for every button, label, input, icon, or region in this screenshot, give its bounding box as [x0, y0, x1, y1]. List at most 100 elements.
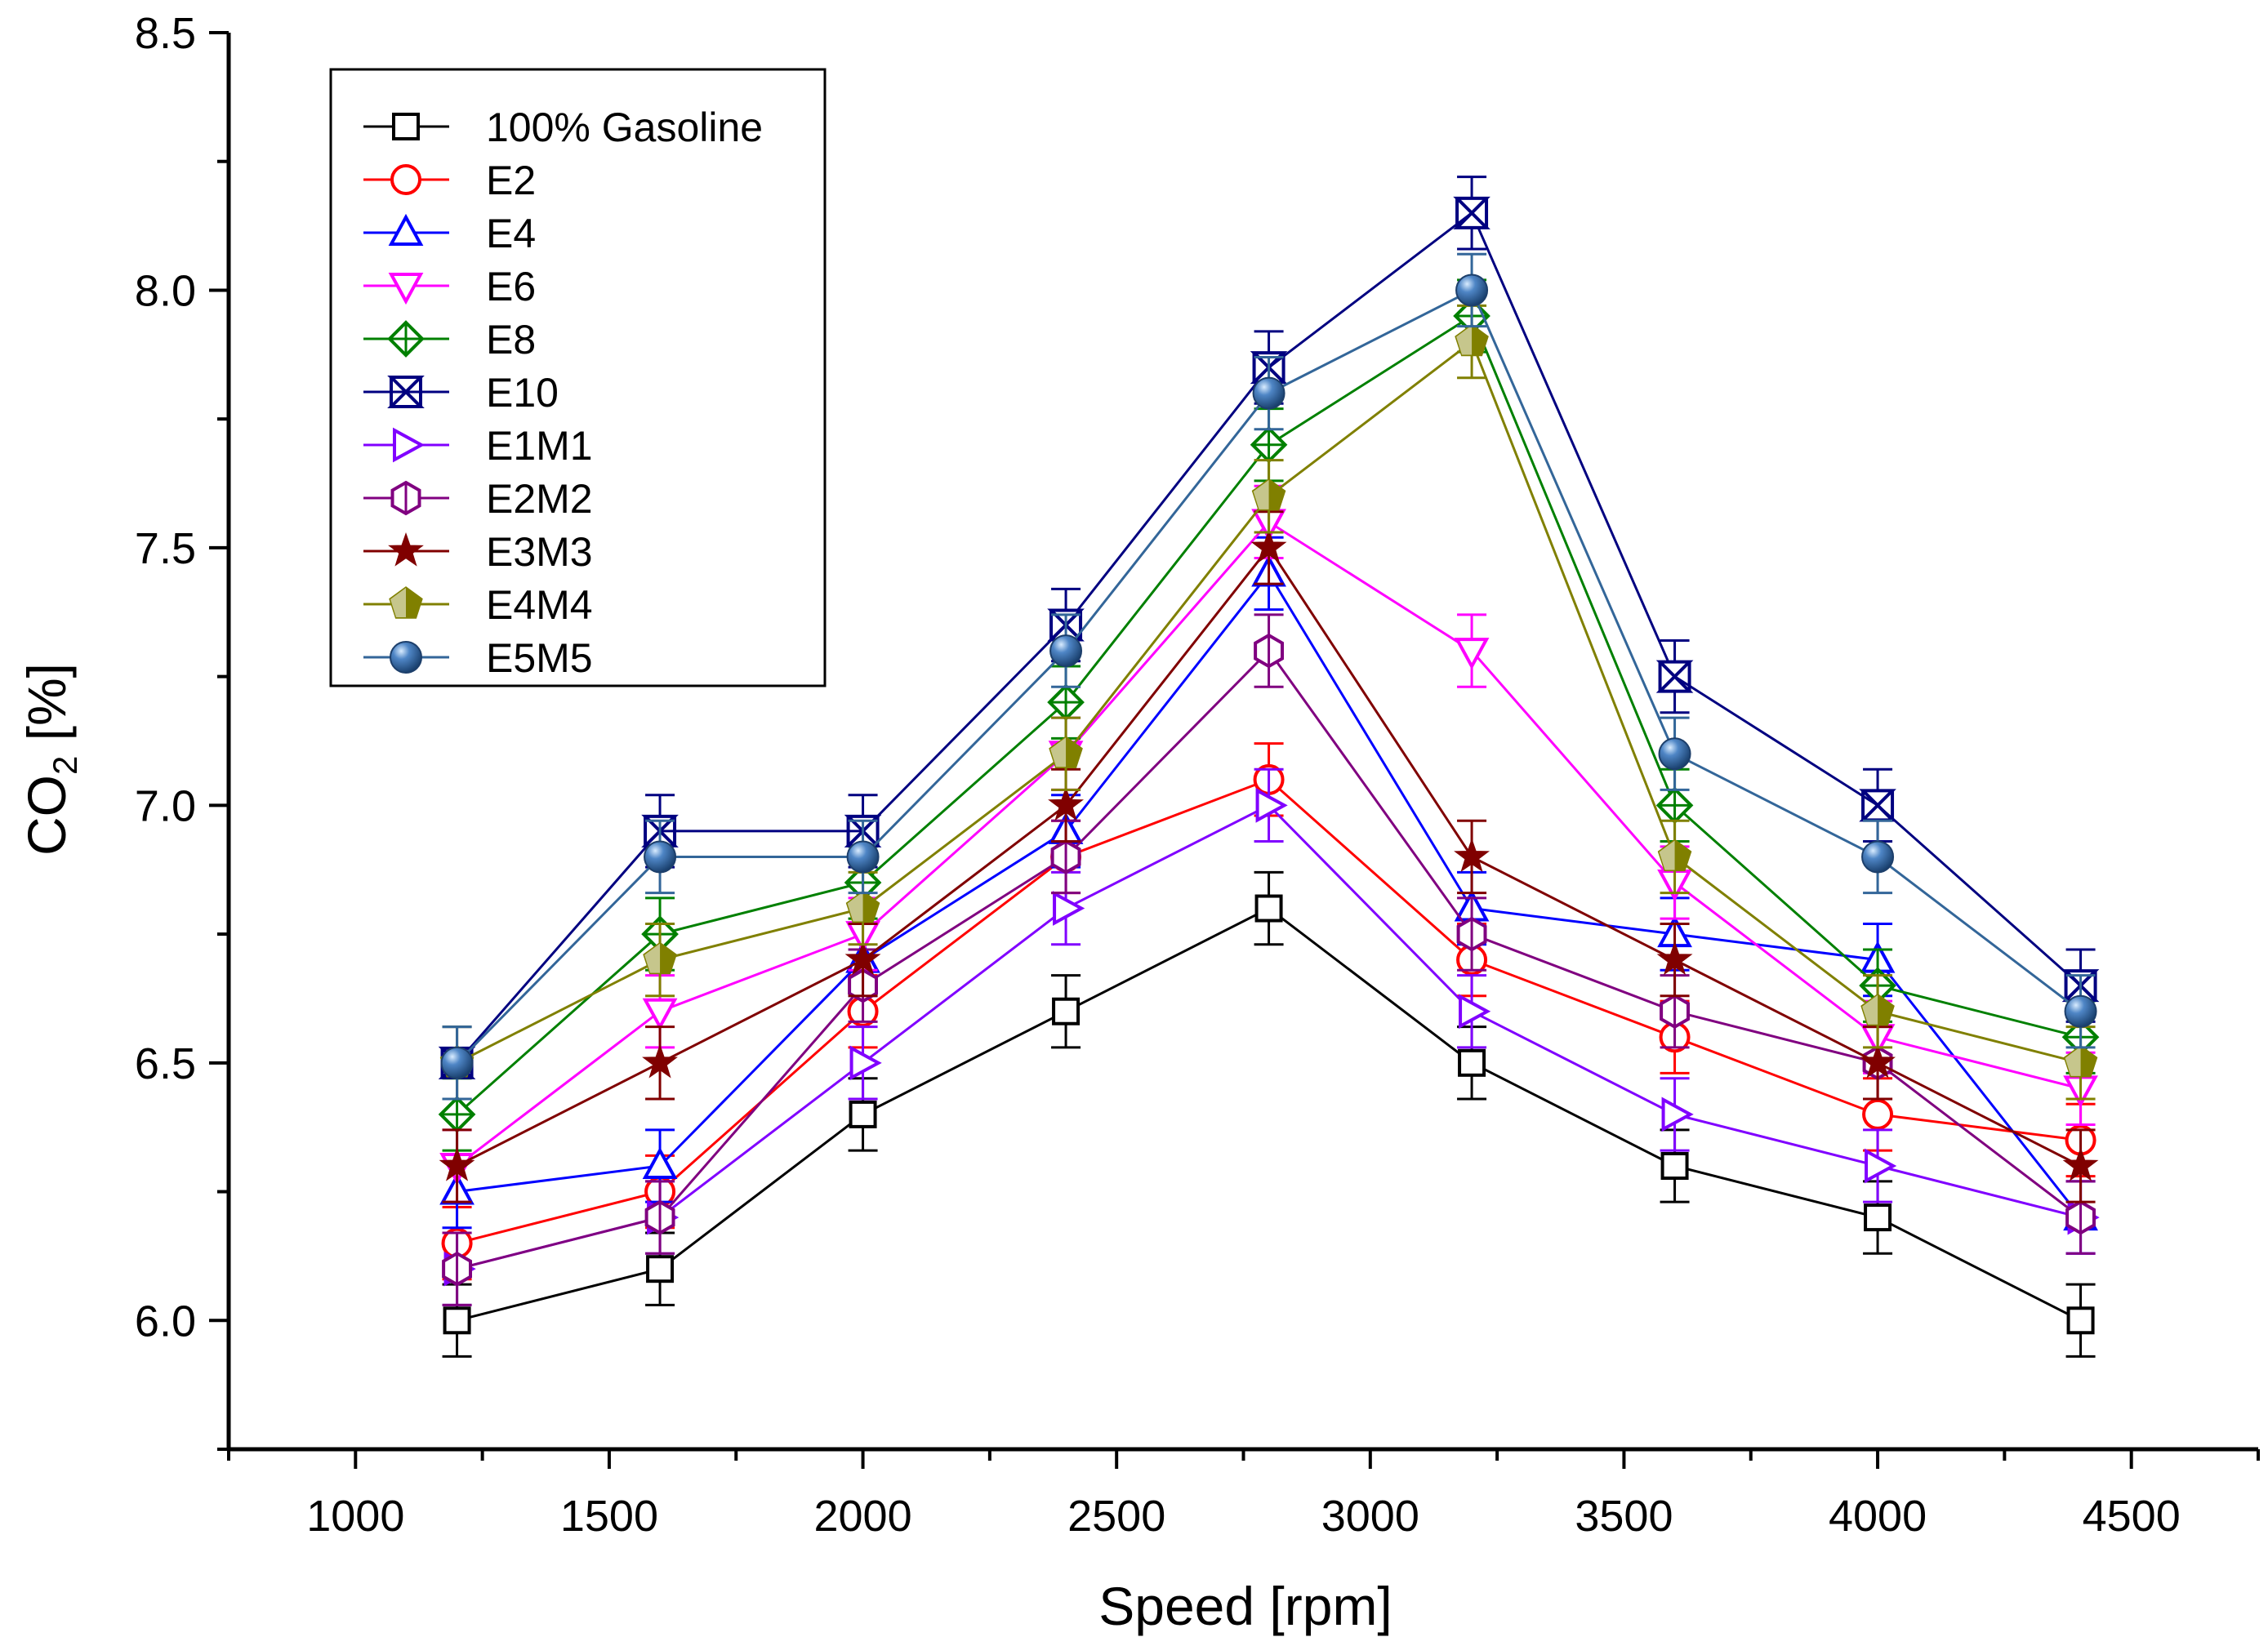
x-axis-title: Speed [rpm] [1098, 1576, 1392, 1636]
legend-marker [388, 213, 424, 246]
legend-entry: E2 [363, 158, 536, 203]
data-point [1861, 840, 1895, 874]
legend-marker [388, 532, 424, 567]
data-point [1865, 1148, 1897, 1184]
data-point [1455, 323, 1489, 357]
data-point [642, 1043, 678, 1079]
data-point [442, 1251, 472, 1287]
series-e3m3 [439, 510, 2099, 1203]
data-point [1052, 997, 1081, 1025]
y-tick-label: 6.5 [135, 1039, 196, 1088]
data-point [846, 840, 880, 874]
data-point [2064, 994, 2097, 1028]
data-point [1657, 839, 1692, 872]
data-point [1661, 1097, 1694, 1132]
data-point [1255, 787, 1288, 823]
legend-entry: E5M5 [363, 635, 593, 681]
y-axis-title-main: CO [16, 775, 77, 856]
y-tick-label: 7.0 [135, 781, 196, 830]
y-tick-label: 8.5 [135, 9, 196, 58]
legend-entry: E4M4 [363, 582, 593, 628]
y-axis-title: CO2 [%] [16, 663, 84, 856]
data-point [1250, 528, 1287, 563]
legend-label: 100% Gasoline [486, 105, 763, 150]
data-point [439, 1146, 475, 1181]
legend-marker [389, 586, 423, 619]
legend-entry: E4 [363, 211, 536, 256]
data-point [642, 998, 678, 1030]
y-axis-title-subscript: 2 [46, 756, 84, 775]
data-point [849, 1100, 877, 1128]
legend-label: E10 [486, 370, 559, 416]
legend-marker [387, 376, 425, 408]
legend-label: E6 [486, 264, 536, 309]
legend-marker [390, 641, 422, 674]
x-tick-label: 4500 [2083, 1492, 2181, 1541]
data-point [642, 1146, 678, 1179]
legend-marker [387, 320, 425, 358]
legend-entry: 100% Gasoline [363, 105, 763, 150]
data-point [1860, 993, 1895, 1026]
data-point [1252, 376, 1285, 410]
legend-marker [392, 113, 420, 140]
data-point [1250, 425, 1288, 464]
legend-label: E2M2 [486, 476, 593, 522]
data-point [1660, 994, 1690, 1030]
data-point [1658, 737, 1691, 771]
data-point [443, 1306, 471, 1335]
series-e5m5 [440, 252, 2097, 1101]
legend-entry: E3M3 [363, 529, 593, 575]
data-point [2066, 1306, 2095, 1335]
x-tick-label: 2500 [1067, 1492, 1165, 1541]
data-point [845, 890, 880, 923]
data-point [440, 1046, 474, 1079]
data-point [1454, 838, 1490, 873]
x-tick-label: 1500 [560, 1492, 658, 1541]
legend-label: E8 [486, 317, 536, 363]
x-tick-label: 1000 [306, 1492, 404, 1541]
legend-marker [390, 164, 421, 195]
data-point [644, 840, 677, 874]
data-point [1050, 839, 1081, 874]
data-point [1656, 941, 1693, 976]
data-point [1454, 638, 1490, 670]
data-point [1860, 1043, 1896, 1079]
axes-layer: 1000 1500 2000 2500 3000 3500 4000 4500 6.0 6.5 7.… [135, 9, 2260, 1541]
y-tick-label: 8.0 [135, 266, 196, 315]
y-tick-label: 7.5 [135, 524, 196, 573]
data-point [1458, 1048, 1486, 1077]
data-point [844, 941, 881, 976]
legend-label: E1M1 [486, 423, 593, 469]
data-point [1254, 633, 1284, 669]
series-line [457, 778, 2081, 1245]
legend-entry: E1M1 [363, 423, 593, 469]
legend-label: E3M3 [486, 529, 593, 575]
legend-label: E2 [486, 158, 536, 203]
data-point [2065, 1199, 2096, 1235]
data-point [1254, 894, 1283, 923]
legend-label: E4M4 [486, 582, 593, 628]
data-point [849, 1045, 882, 1081]
legend-label: E4 [486, 211, 536, 256]
data-point [1456, 916, 1487, 952]
y-tick-label: 6.0 [135, 1297, 196, 1346]
data-point [1453, 196, 1490, 229]
data-point [1053, 891, 1085, 926]
data-point [1864, 1203, 1892, 1232]
data-point [643, 941, 677, 975]
y-axis-title-unit: [%] [16, 663, 77, 756]
series-layer [438, 176, 2100, 1358]
legend-marker [388, 273, 424, 305]
data-point [1859, 789, 1896, 822]
data-point [1660, 1152, 1689, 1180]
data-point [646, 1255, 675, 1283]
data-point [1655, 660, 1694, 693]
series-100-gasoline [442, 870, 2096, 1358]
legend-marker [390, 480, 421, 516]
data-point [1048, 786, 1085, 821]
legend-label: E5M5 [486, 635, 593, 681]
data-point [644, 1199, 675, 1235]
series-e1m1 [442, 767, 2100, 1306]
data-point [1049, 736, 1083, 768]
legend-entry: E2M2 [363, 476, 593, 522]
